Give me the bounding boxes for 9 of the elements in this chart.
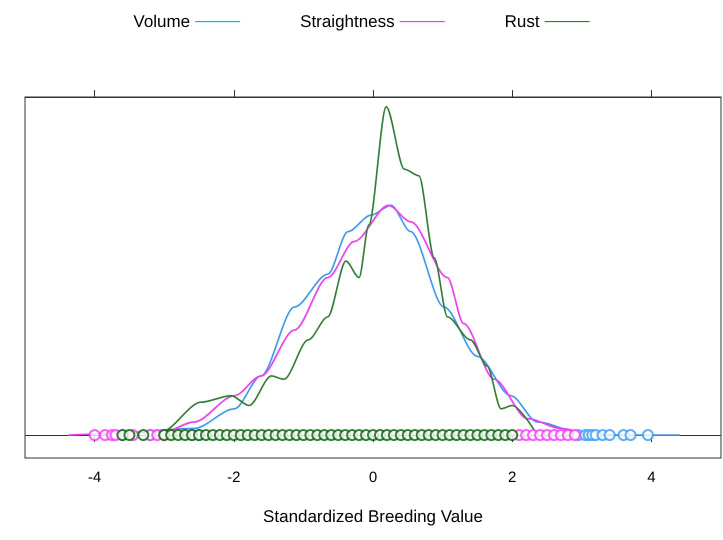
- x-tick-label: 2: [508, 469, 516, 486]
- x-tick-label: -4: [88, 469, 102, 486]
- x-tick-label: 0: [368, 469, 378, 486]
- x-axis-title: Standardized Breeding Value: [263, 507, 483, 526]
- x-tick-label: 4: [647, 469, 656, 486]
- legend-label: Volume: [133, 12, 190, 31]
- legend-label: Straightness: [300, 12, 395, 31]
- x-tick-label: -2: [227, 469, 240, 486]
- legend-label: Rust: [504, 12, 540, 31]
